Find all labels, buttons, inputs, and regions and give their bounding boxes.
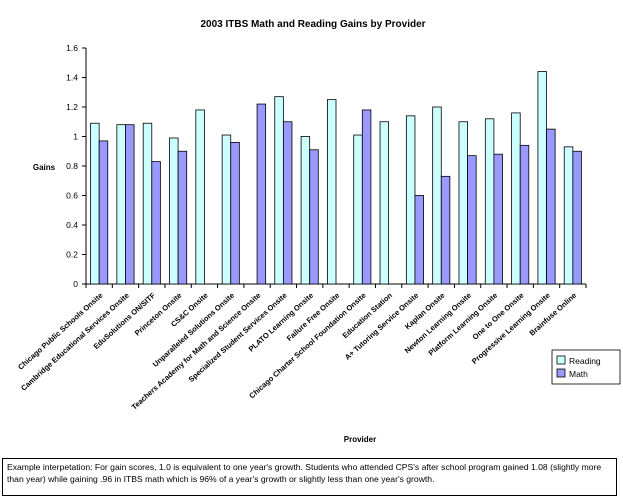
bar-reading (195, 109, 205, 285)
y-axis-label: Gains (33, 163, 56, 172)
legend-swatch (556, 368, 566, 378)
x-axis-label: Provider (344, 435, 376, 444)
y-tick-label: 1.6 (66, 43, 78, 53)
bar-math (440, 175, 451, 285)
bar-math (467, 155, 477, 285)
y-tick-label: 1.4 (66, 73, 78, 83)
y-tick-label: 0.2 (66, 250, 78, 260)
bar-math (361, 109, 372, 285)
y-tick-label: 1 (73, 132, 78, 142)
x-tick-label: Princeton Onsite (133, 291, 184, 338)
bar-math (125, 124, 135, 285)
bar-reading (116, 124, 126, 285)
interpretation-caption: Example interpetation: For gain scores, … (2, 458, 617, 496)
bar-reading (511, 112, 521, 285)
bar-math (546, 128, 556, 285)
bar-reading (432, 106, 442, 285)
bar-reading (353, 134, 363, 285)
bar-reading (169, 137, 179, 285)
x-tick-label: Cambridge Educational Services Onsite (19, 291, 131, 393)
legend-swatch (556, 355, 566, 365)
bar-reading (274, 96, 284, 285)
bar-reading (484, 118, 495, 285)
bar-math (151, 161, 161, 285)
y-tick-label: 0 (73, 279, 78, 289)
bar-reading (458, 121, 468, 285)
bar-math (230, 141, 240, 285)
y-tick-label: 0.6 (66, 191, 78, 201)
bar-reading (405, 115, 416, 285)
chart-figure: 2003 ITBS Math and Reading Gains by Prov… (16, 19, 621, 444)
bar-reading (90, 122, 100, 285)
bar-math (256, 103, 267, 285)
bar-math (177, 150, 188, 285)
bar-reading (563, 146, 574, 285)
bar-math (309, 149, 319, 285)
legend-label: Math (569, 369, 588, 379)
bar-reading (379, 121, 390, 285)
bar-reading (221, 134, 232, 285)
bar-math (519, 144, 530, 285)
bar-reading (300, 136, 311, 285)
chart-title: 2003 ITBS Math and Reading Gains by Prov… (200, 19, 425, 30)
legend-label: Reading (569, 356, 601, 366)
bar-math (493, 153, 503, 285)
bar-math (414, 195, 424, 285)
bar-reading (326, 99, 337, 285)
bar-math (572, 150, 582, 285)
y-tick-label: 1.2 (66, 102, 78, 112)
bar-reading (537, 71, 547, 285)
bar-reading (142, 122, 153, 285)
y-tick-label: 0.4 (66, 220, 78, 230)
y-tick-label: 0.8 (66, 161, 78, 171)
bar-math (282, 121, 293, 285)
bar-math (98, 140, 109, 285)
x-tick-label: Brainfuse Online (528, 291, 579, 338)
